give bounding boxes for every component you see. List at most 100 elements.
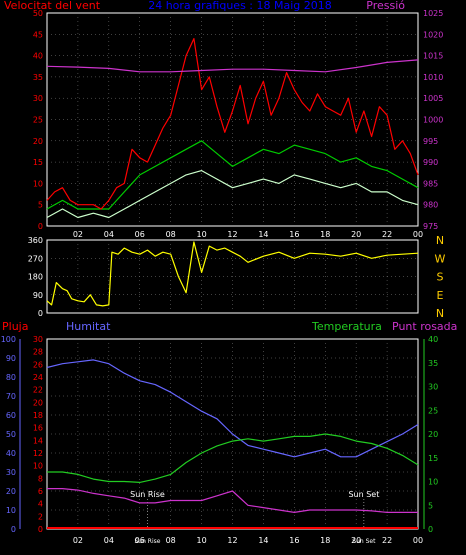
compass-letter: N — [436, 307, 444, 320]
y-tick-label-temperature: 0 — [428, 525, 433, 534]
y-tick-label-temperature: 10 — [428, 478, 438, 487]
y-tick-label-pluja: 18 — [33, 411, 43, 420]
y-tick-label-wind: 35 — [33, 73, 43, 82]
y-tick-label-wind: 45 — [33, 30, 43, 39]
y-tick-label-direction: 270 — [28, 254, 43, 263]
legend-humitat: Humitat — [66, 320, 111, 333]
y-tick-label-pluja: 30 — [33, 335, 43, 344]
y-tick-label-pressure: 995 — [423, 137, 438, 146]
compass-letter: N — [436, 234, 444, 247]
y-tick-label-wind: 15 — [33, 158, 43, 167]
y-tick-label-humitat: 90 — [6, 354, 16, 363]
y-tick-label-humitat: 10 — [6, 506, 16, 515]
x-tick-label: 08 — [166, 536, 176, 545]
y-tick-label-pluja: 8 — [38, 474, 43, 483]
x-tick-label: 14 — [258, 536, 268, 545]
temperature-line — [47, 433, 419, 483]
legend-punt-rosada: Punt rosada — [392, 320, 457, 333]
x-tick-label: 02 — [73, 536, 83, 545]
y-tick-label-pressure: 975 — [423, 222, 438, 231]
y-tick-label-wind: 10 — [33, 179, 43, 188]
header-right-label: Pressió — [366, 0, 405, 12]
y-tick-label-temperature: 20 — [428, 430, 438, 439]
y-tick-label-humitat: 50 — [6, 430, 16, 439]
compass-letter: W — [435, 252, 446, 265]
x-tick-label: 10 — [196, 536, 206, 545]
wind-direction-line — [46, 241, 419, 307]
y-tick-label-pluja: 20 — [33, 398, 43, 407]
legend-temperatura: Temperatura — [311, 320, 382, 333]
x-tick-label: 00 — [413, 230, 423, 239]
y-tick-label-wind: 20 — [33, 137, 43, 146]
y-tick-label-wind: 0 — [38, 222, 43, 231]
y-tick-label-pressure: 1010 — [423, 73, 443, 82]
y-tick-label-pressure: 1020 — [423, 30, 443, 39]
legend-pluja: Pluja — [2, 320, 28, 333]
wind-speed-line — [46, 170, 419, 219]
x-tick-label: 18 — [320, 536, 330, 545]
pressure-line — [46, 59, 419, 73]
y-tick-label-pluja: 12 — [33, 449, 43, 458]
y-tick-label-direction: 90 — [33, 291, 43, 300]
y-tick-label-wind: 25 — [33, 116, 43, 125]
y-tick-label-wind: 30 — [33, 94, 43, 103]
x-tick-label: 12 — [227, 536, 237, 545]
y-tick-label-humitat: 70 — [6, 392, 16, 401]
y-tick-label-pluja: 28 — [33, 348, 43, 357]
data-layer — [46, 37, 419, 529]
y-tick-label-pressure: 990 — [423, 158, 438, 167]
tick-label-layer: 0510152025303540455097598098599099510001… — [1, 9, 446, 545]
x-tick-label: 12 — [227, 230, 237, 239]
x-tick-label: 02 — [73, 230, 83, 239]
y-tick-label-pressure: 1015 — [423, 52, 443, 61]
x-tick-label: 04 — [104, 536, 114, 545]
y-tick-label-temperature: 35 — [428, 359, 438, 368]
y-tick-label-temperature: 30 — [428, 383, 438, 392]
grid-layer — [19, 13, 425, 529]
x-tick-label: 06 — [135, 536, 145, 545]
y-tick-label-humitat: 40 — [6, 449, 16, 458]
wind-average-line — [46, 140, 419, 210]
y-tick-label-pressure: 980 — [423, 201, 438, 210]
x-tick-label: 06 — [135, 230, 145, 239]
y-tick-label-humitat: 100 — [1, 335, 16, 344]
y-tick-label-humitat: 60 — [6, 411, 16, 420]
y-tick-label-humitat: 30 — [6, 468, 16, 477]
y-tick-label-pluja: 16 — [33, 424, 43, 433]
y-tick-label-wind: 5 — [38, 201, 43, 210]
humidity-line — [46, 359, 419, 458]
sun-annotation-label: Sun Set — [348, 490, 379, 499]
y-tick-label-pressure: 1005 — [423, 94, 443, 103]
y-tick-label-pluja: 2 — [38, 512, 43, 521]
y-tick-label-pressure: 1025 — [423, 9, 443, 18]
y-tick-label-direction: 0 — [38, 309, 43, 318]
wind-gust-line — [46, 37, 419, 210]
x-tick-label: 22 — [382, 230, 392, 239]
x-tick-label: 14 — [258, 230, 268, 239]
y-tick-label-temperature: 15 — [428, 454, 438, 463]
sun-annotation-label: Sun Rise — [130, 490, 165, 499]
y-tick-label-pluja: 22 — [33, 386, 43, 395]
y-tick-label-pluja: 10 — [33, 462, 43, 471]
y-tick-label-direction: 180 — [28, 273, 43, 282]
x-tick-label: 20 — [351, 230, 361, 239]
y-tick-label-temperature: 40 — [428, 335, 438, 344]
y-tick-label-temperature: 5 — [428, 501, 433, 510]
y-tick-label-wind: 40 — [33, 52, 43, 61]
x-tick-label: 04 — [104, 230, 114, 239]
compass-letter: S — [437, 271, 444, 284]
compass-letter: E — [437, 289, 444, 302]
dewpoint-line — [47, 488, 418, 514]
y-tick-label-temperature: 25 — [428, 406, 438, 415]
y-tick-label-pluja: 24 — [33, 373, 43, 382]
header-left-label: Velocitat del vent — [4, 0, 101, 12]
y-tick-label-humitat: 20 — [6, 487, 16, 496]
y-tick-label-pressure: 1000 — [423, 116, 443, 125]
y-tick-label-humitat: 0 — [11, 525, 16, 534]
y-tick-label-pluja: 14 — [33, 436, 43, 445]
sun-annotation-axis-label: Sun Set — [352, 538, 376, 545]
x-tick-label: 16 — [289, 230, 299, 239]
y-tick-label-wind: 50 — [33, 9, 43, 18]
